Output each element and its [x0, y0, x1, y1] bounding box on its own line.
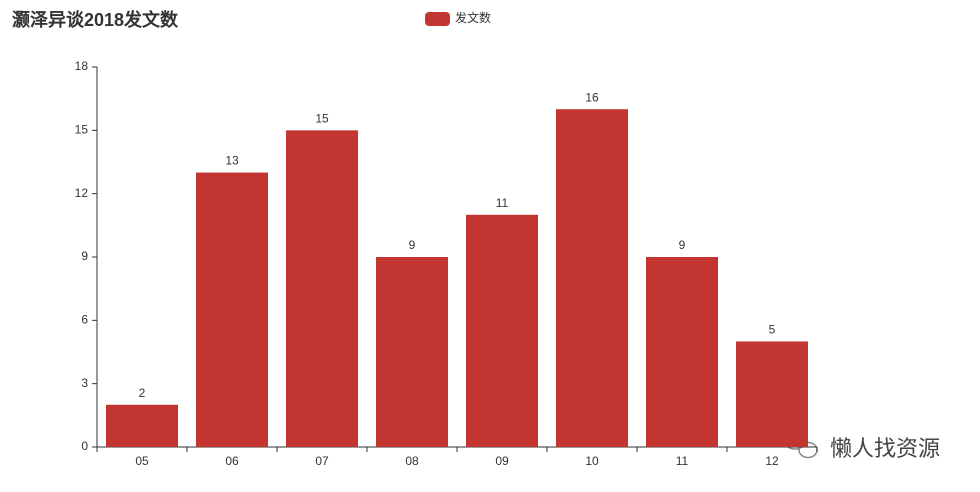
bar [106, 404, 178, 447]
y-tick-label: 12 [75, 186, 89, 200]
chart-title: 灏泽异谈2018发文数 [12, 9, 179, 30]
x-tick-label: 11 [676, 454, 689, 468]
data-label: 5 [769, 323, 776, 337]
legend-swatch [425, 12, 450, 26]
bar [196, 172, 268, 448]
x-tick-label: 08 [405, 454, 419, 468]
data-label: 9 [409, 238, 416, 252]
bar [376, 257, 448, 447]
x-tick-label: 10 [585, 454, 599, 468]
x-tick-label: 06 [225, 454, 239, 468]
legend-label: 发文数 [455, 10, 491, 25]
data-label: 2 [139, 386, 146, 400]
bar [556, 109, 628, 447]
x-tick-label: 07 [315, 454, 329, 468]
x-tick-label: 05 [135, 454, 149, 468]
data-label: 16 [585, 90, 599, 104]
data-label: 13 [225, 154, 239, 168]
y-tick-label: 0 [81, 439, 88, 453]
y-tick-label: 6 [81, 313, 88, 327]
x-tick-label: 09 [495, 454, 509, 468]
data-label: 9 [679, 238, 686, 252]
y-tick-label: 9 [81, 249, 88, 263]
y-tick-label: 3 [81, 376, 88, 390]
y-tick-label: 15 [75, 123, 89, 137]
bar [286, 130, 358, 448]
bar [736, 341, 808, 447]
data-label: 11 [496, 196, 509, 210]
bar [466, 214, 538, 447]
watermark: 懒人找资源 [830, 436, 940, 461]
x-tick-label: 12 [765, 454, 779, 468]
data-label: 15 [315, 112, 329, 126]
y-tick-label: 18 [75, 59, 89, 73]
bar [646, 257, 718, 447]
